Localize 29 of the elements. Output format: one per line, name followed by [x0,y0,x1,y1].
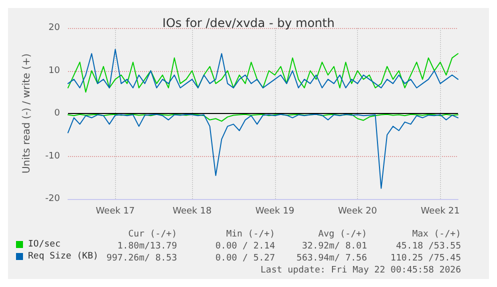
x-tick-label: Week 18 [172,206,212,216]
text: 45.18 /53.55 [396,242,461,252]
chart-title: IOs for /dev/xvda - by month [162,16,335,30]
y-tick-label: -20 [45,194,60,204]
text: Min (-/+) [226,230,275,240]
x-tick-label: Week 17 [96,206,135,216]
y-tick-label: 0 [54,108,60,118]
text: Cur (-/+) [128,230,177,240]
legend-label: IO/sec [28,240,61,250]
x-tick-label: Week 20 [338,206,378,216]
text: 563.94m/ 7.56 [296,254,367,264]
legend-label: Req Size (KB) [28,252,98,262]
line-series [68,114,458,189]
text: 1.80m/13.79 [117,242,177,252]
x-tick-label: Week 19 [255,206,295,216]
y-tick-label: -10 [45,151,60,162]
text: 32.92m/ 8.01 [302,242,367,252]
line-series [68,114,458,122]
text: Last update: Fri May 22 00:45:58 2026 [260,266,461,276]
x-tick-label: Week 21 [420,206,460,216]
y-tick-label: 10 [48,66,60,76]
text: 0.00 / 5.27 [215,254,275,264]
text: Avg (-/+) [318,230,367,240]
text: 997.26m/ 8.53 [106,254,177,264]
y-tick-label: 20 [48,23,60,33]
text: 110.25 /75.45 [390,254,461,264]
y-axis-title: Units read (-) / write (+) [22,53,32,174]
text: 0.00 / 2.14 [215,242,275,252]
text: Max (-/+) [412,230,461,240]
